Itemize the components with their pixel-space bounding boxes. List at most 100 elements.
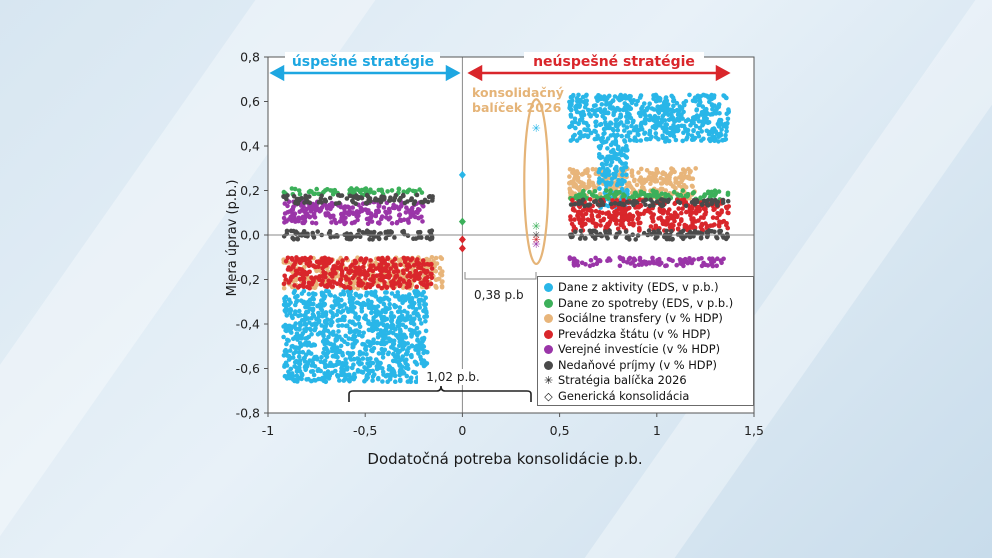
data-point bbox=[376, 220, 382, 225]
data-point bbox=[724, 231, 730, 237]
data-point bbox=[623, 229, 629, 234]
data-point bbox=[347, 378, 352, 384]
data-point bbox=[647, 192, 652, 198]
data-point bbox=[288, 275, 294, 281]
data-point bbox=[391, 351, 396, 357]
data-point bbox=[627, 137, 633, 143]
data-point bbox=[380, 379, 385, 384]
data-point bbox=[386, 324, 392, 329]
data-point bbox=[568, 217, 573, 222]
data-point bbox=[356, 282, 361, 288]
data-point bbox=[699, 255, 704, 261]
data-point bbox=[669, 93, 674, 99]
data-point bbox=[315, 229, 321, 234]
data-point bbox=[647, 131, 652, 137]
data-point bbox=[639, 166, 644, 172]
data-point bbox=[676, 180, 682, 186]
data-point bbox=[330, 314, 336, 319]
data-point bbox=[369, 309, 374, 315]
data-point bbox=[391, 269, 397, 275]
left-region-label: úspešné stratégie bbox=[292, 54, 434, 70]
data-point bbox=[379, 351, 385, 356]
data-point bbox=[399, 334, 405, 340]
y-tick-label: -0,8 bbox=[236, 406, 260, 421]
data-point bbox=[293, 321, 299, 326]
data-point bbox=[643, 202, 648, 207]
data-point bbox=[288, 307, 293, 312]
data-point bbox=[415, 337, 420, 342]
data-point bbox=[647, 117, 652, 123]
data-point bbox=[314, 268, 319, 274]
legend-item: Sociálne transfery (v % HDP) bbox=[544, 311, 749, 327]
data-point bbox=[571, 263, 577, 268]
data-point bbox=[425, 349, 430, 355]
data-point bbox=[374, 326, 380, 332]
data-point bbox=[669, 229, 674, 234]
data-point bbox=[712, 138, 717, 143]
data-point bbox=[573, 229, 578, 234]
data-point bbox=[389, 221, 395, 226]
data-point bbox=[355, 217, 360, 223]
data-point bbox=[397, 212, 403, 217]
data-point bbox=[348, 375, 354, 380]
data-point bbox=[398, 329, 403, 334]
data-point bbox=[284, 363, 290, 368]
data-point bbox=[297, 350, 302, 355]
data-point bbox=[301, 300, 306, 306]
data-point bbox=[353, 265, 358, 270]
data-point bbox=[345, 289, 351, 294]
data-point bbox=[659, 218, 665, 223]
data-point bbox=[709, 201, 715, 207]
data-point bbox=[668, 125, 673, 131]
data-point bbox=[710, 263, 716, 269]
data-point bbox=[294, 299, 299, 305]
data-point bbox=[611, 128, 616, 133]
data-point bbox=[330, 274, 335, 279]
data-point bbox=[377, 197, 382, 203]
data-point bbox=[632, 178, 637, 184]
legend-swatch bbox=[544, 298, 553, 308]
data-point bbox=[360, 230, 366, 235]
data-point bbox=[627, 106, 633, 111]
data-point bbox=[676, 127, 681, 133]
data-point bbox=[390, 358, 396, 364]
data-point bbox=[391, 198, 397, 203]
data-point bbox=[699, 110, 705, 115]
data-point bbox=[576, 217, 582, 223]
data-point bbox=[310, 230, 316, 236]
data-point bbox=[291, 351, 297, 356]
data-point bbox=[572, 201, 578, 207]
data-point bbox=[616, 156, 622, 162]
data-point bbox=[596, 93, 601, 98]
data-point bbox=[417, 317, 423, 322]
data-point bbox=[591, 183, 596, 188]
data-point bbox=[687, 170, 693, 175]
gap-small-bracket bbox=[464, 272, 537, 280]
data-point bbox=[337, 334, 342, 340]
data-point bbox=[363, 285, 369, 291]
data-point bbox=[631, 223, 636, 228]
data-point bbox=[414, 259, 419, 264]
data-point bbox=[402, 317, 408, 323]
data-point bbox=[380, 341, 386, 347]
data-point bbox=[579, 260, 585, 266]
data-point bbox=[371, 315, 377, 321]
data-point bbox=[316, 376, 321, 382]
data-point bbox=[625, 199, 630, 205]
data-point bbox=[714, 263, 719, 269]
data-point bbox=[388, 266, 394, 271]
data-point bbox=[357, 361, 363, 367]
data-point bbox=[397, 276, 403, 282]
data-point bbox=[629, 170, 635, 175]
data-point bbox=[392, 235, 397, 240]
data-point bbox=[350, 198, 355, 204]
data-point bbox=[297, 327, 302, 332]
data-point bbox=[606, 122, 612, 128]
legend-item: ✳ Stratégia balíčka 2026 bbox=[544, 373, 749, 389]
data-point bbox=[295, 293, 300, 299]
y-ticks: -0,8 -0,6 -0,4 -0,2 0,0 0,2 0,4 0,6 0,8 bbox=[236, 50, 268, 421]
gap-large-label: 1,02 p.b. bbox=[426, 370, 479, 384]
data-point bbox=[594, 261, 600, 267]
data-point bbox=[413, 379, 419, 385]
data-point bbox=[382, 283, 388, 289]
